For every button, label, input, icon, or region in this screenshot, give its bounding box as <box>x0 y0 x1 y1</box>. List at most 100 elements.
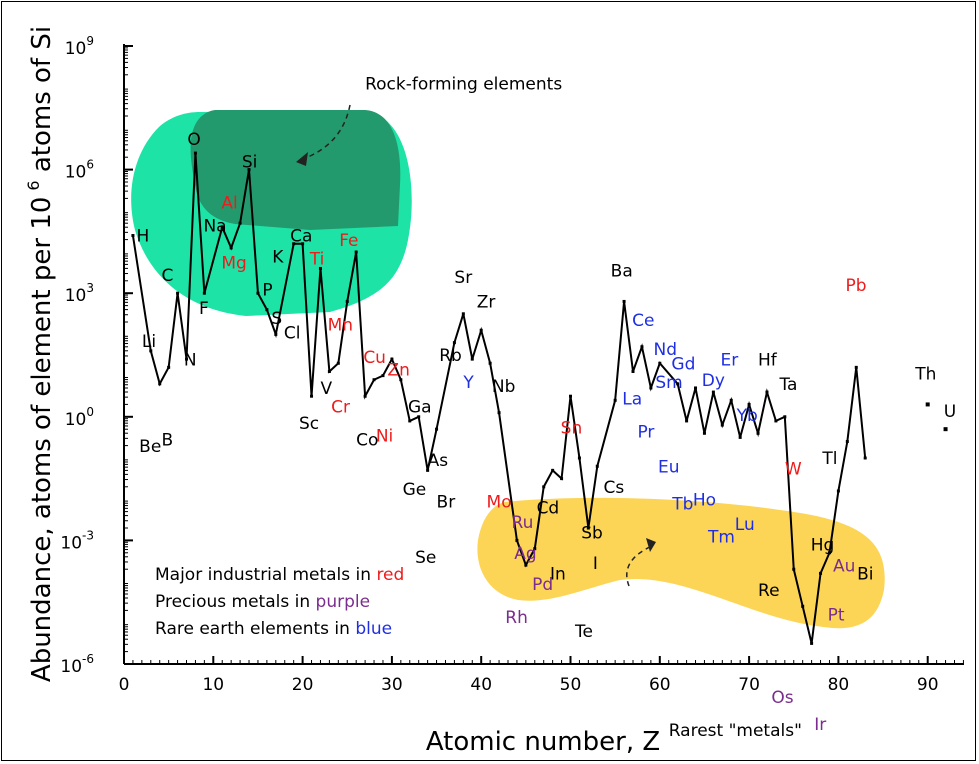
element-label: Er <box>721 350 739 370</box>
element-label: Tm <box>707 527 735 547</box>
element-label: Tb <box>671 495 693 515</box>
rarest-metals-region <box>477 497 885 629</box>
data-point <box>408 419 412 423</box>
data-point <box>613 398 617 402</box>
element-label: K <box>272 247 284 267</box>
element-label: Ta <box>778 375 797 395</box>
data-point <box>470 357 474 361</box>
element-label: Ir <box>814 715 826 735</box>
isolated-data-point <box>943 427 948 432</box>
data-point <box>372 378 376 382</box>
data-point <box>202 291 206 295</box>
element-label: Sr <box>454 268 472 288</box>
element-label: C <box>162 266 174 286</box>
element-label: La <box>622 389 642 409</box>
data-point <box>149 349 153 353</box>
isolated-data-point <box>925 402 930 407</box>
legend-line: Rare earth elements in blue <box>155 619 392 639</box>
data-points <box>131 151 948 645</box>
legend-text: Major industrial metals in <box>155 565 376 585</box>
y-tick-label: 109 <box>65 34 94 59</box>
element-label: Yb <box>736 406 758 426</box>
y-tick-base: 10 <box>65 39 87 59</box>
data-point <box>390 357 394 361</box>
y-tick-exponent: 6 <box>86 158 94 172</box>
element-label: Cu <box>363 348 386 368</box>
element-label: Eu <box>658 457 680 477</box>
rarest-arrowhead <box>646 538 656 552</box>
data-point <box>488 361 492 365</box>
y-tick-base: 10 <box>60 657 82 677</box>
x-tick-label: 0 <box>119 675 130 695</box>
element-label: Sm <box>655 373 682 393</box>
data-point <box>586 526 590 530</box>
y-tick-exponent: 9 <box>86 34 94 48</box>
x-tick-label: 40 <box>470 675 492 695</box>
element-label: Br <box>437 492 456 512</box>
element-label: Hg <box>811 536 835 556</box>
data-point <box>819 571 823 575</box>
element-label: Ga <box>408 398 432 418</box>
data-point <box>836 489 840 493</box>
y-tick-exponent: -6 <box>82 652 94 666</box>
element-label: Ce <box>632 311 654 331</box>
data-point <box>265 308 269 312</box>
data-point <box>676 382 680 386</box>
element-label: Ca <box>290 227 312 247</box>
element-label: Ho <box>693 490 716 510</box>
y-tick-label: 10-3 <box>60 528 94 553</box>
element-label: Nd <box>654 340 678 360</box>
element-label: Mn <box>328 315 353 335</box>
data-point <box>158 382 162 386</box>
element-label: Ba <box>611 262 633 282</box>
y-tick-base: 10 <box>65 286 87 306</box>
element-label: Si <box>242 153 258 173</box>
element-label: Se <box>415 548 436 568</box>
data-point <box>854 365 858 369</box>
rarest-arrow <box>626 545 653 587</box>
element-label: Ag <box>514 544 536 564</box>
data-point <box>631 369 635 373</box>
data-point <box>542 485 546 489</box>
data-point <box>417 415 421 419</box>
element-label: Na <box>203 216 226 236</box>
data-point <box>694 386 698 390</box>
element-label: Te <box>574 622 593 642</box>
x-tick-label: 50 <box>560 675 582 695</box>
data-point <box>515 538 519 542</box>
element-label: Cd <box>537 499 560 519</box>
element-label: Pr <box>637 422 654 442</box>
data-point <box>622 299 626 303</box>
y-tick-base: 10 <box>65 410 87 430</box>
element-label: Al <box>221 194 237 214</box>
y-tick-exponent: 0 <box>86 405 94 419</box>
data-point <box>533 547 537 551</box>
y-tick-label: 100 <box>65 405 94 430</box>
element-label: Li <box>142 332 156 352</box>
data-point <box>193 151 197 155</box>
element-label: Au <box>833 556 855 576</box>
data-point <box>452 341 456 345</box>
element-label: I <box>593 554 598 574</box>
element-label: O <box>187 130 200 150</box>
data-point <box>738 435 742 439</box>
element-label: Zr <box>477 293 496 313</box>
data-point <box>551 468 555 472</box>
rock-forming-arrow <box>299 104 351 161</box>
element-label: Fe <box>339 231 358 251</box>
element-label: F <box>199 299 209 319</box>
x-tick-label: 30 <box>381 675 403 695</box>
element-label: Sb <box>581 523 603 543</box>
data-point <box>560 477 564 481</box>
element-label: S <box>271 309 282 329</box>
legend-text: Precious metals in <box>155 592 316 612</box>
y-tick-exponent: -3 <box>82 528 94 542</box>
data-point <box>176 291 180 295</box>
data-point <box>747 402 751 406</box>
y-tick-exponent: 3 <box>86 281 94 295</box>
element-label: Ni <box>376 427 393 447</box>
data-point <box>863 456 867 460</box>
